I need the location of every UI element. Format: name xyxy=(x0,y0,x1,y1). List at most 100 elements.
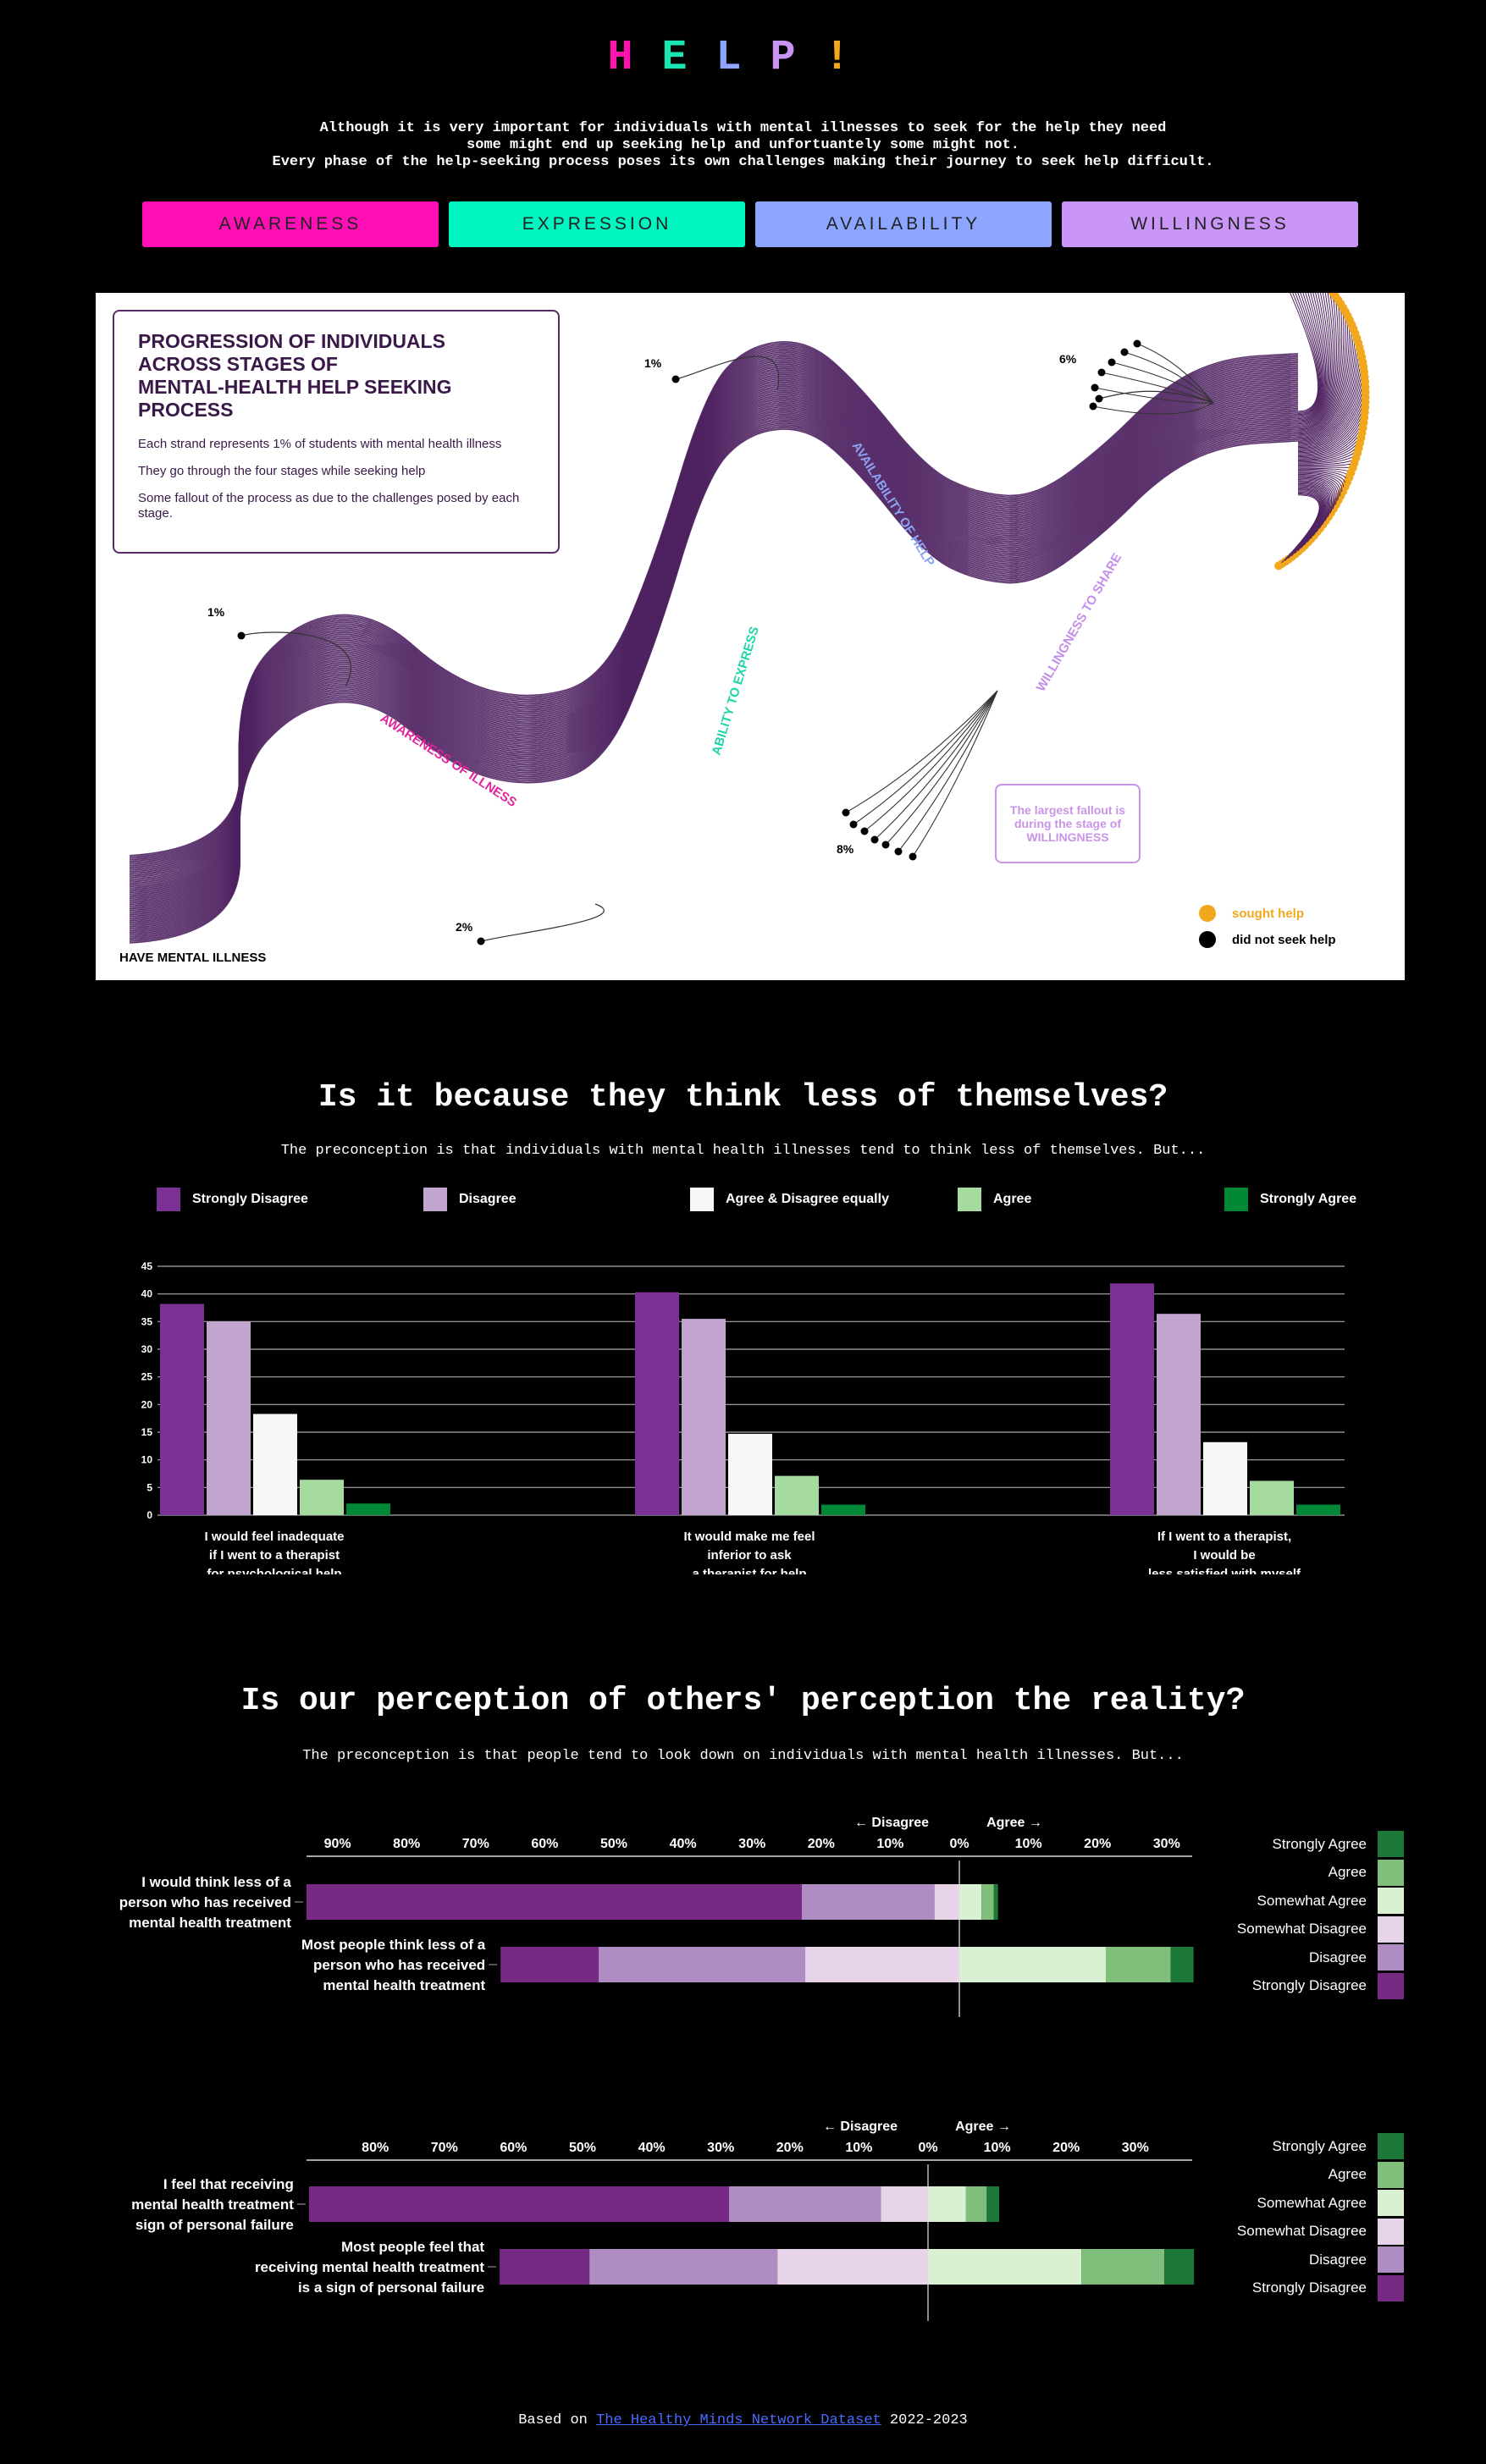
legend-label: Agree xyxy=(993,1192,1032,1206)
bar-segment xyxy=(777,2249,928,2285)
bar xyxy=(775,1475,819,1515)
intro-line: Every phase of the help-seeking process … xyxy=(272,154,1214,170)
legend-label: Disagree xyxy=(1308,2251,1367,2268)
diverging-chart-1: 90% 80% 70% 60% 50% 40% 30% 20% 10% 0% 10% 20% 30% ← … xyxy=(119,1816,1194,2017)
x-tick-label: 30% xyxy=(707,2141,734,2155)
fallout-line xyxy=(1111,361,1214,404)
strand-end xyxy=(1297,311,1346,435)
legend-label: Agree xyxy=(1328,2166,1367,2182)
y-tick-label: 10 xyxy=(141,1454,153,1466)
strand-end xyxy=(1297,293,1337,430)
stage-button-expression[interactable]: EXPRESSION xyxy=(449,201,745,247)
strand-end xyxy=(1297,293,1321,416)
strand-end xyxy=(1297,361,1363,446)
intro-line: Although it is very important for indivi… xyxy=(319,120,1167,136)
legend-item: Agree xyxy=(1235,1859,1404,1886)
bar-segment xyxy=(306,1884,802,1920)
category-label: It would make me feel xyxy=(683,1530,815,1544)
fallout-line xyxy=(240,631,351,687)
strand-end xyxy=(1297,293,1333,427)
flow-note: Some fallout of the process as due to th… xyxy=(138,491,520,521)
legend-item: Strongly Agree xyxy=(1235,1831,1404,1857)
bar xyxy=(1110,1283,1154,1515)
legend-swatch xyxy=(1378,1972,1404,1999)
legend-item: Strongly Agree xyxy=(1224,1188,1356,1211)
fallout-line xyxy=(675,356,780,391)
legend-swatch xyxy=(1378,2246,1404,2273)
fallout-line xyxy=(1098,390,1214,404)
bar-segment xyxy=(986,2186,1000,2222)
bar-segment xyxy=(993,1884,998,1920)
fallout-line xyxy=(912,690,998,857)
title-letter: ! xyxy=(824,34,879,82)
section2-subtitle: The preconception is that individuals wi… xyxy=(280,1143,1206,1159)
category-label: for psychological help xyxy=(207,1567,341,1574)
dataset-link[interactable]: The Healthy Minds Network Dataset xyxy=(596,2412,881,2428)
strand-end xyxy=(1297,367,1364,447)
x-tick-label: 20% xyxy=(1052,2141,1080,2155)
strand-end xyxy=(1297,482,1330,532)
bar-segment xyxy=(1081,2249,1165,2285)
strand-end xyxy=(1297,381,1366,450)
disagree-arrow: ← Disagree xyxy=(823,2119,898,2134)
x-tick-label: 30% xyxy=(1153,1837,1180,1851)
legend-label: Strongly Agree xyxy=(1260,1192,1357,1206)
legend-label: Agree & Disagree equally xyxy=(726,1192,889,1206)
fallout-dot xyxy=(842,808,850,817)
fallout-dot xyxy=(1133,339,1141,348)
diverging-chart-2: 80% 70% 60% 50% 40% 30% 20% 10% 0% 10% 20% 30% ← Dis… xyxy=(131,2119,1195,2321)
bar-segment xyxy=(805,1947,959,1982)
section3-title: Is our perception of others' perception … xyxy=(240,1683,1246,1719)
y-tick-label: 40 xyxy=(141,1288,153,1300)
legend-item: Strongly Disagree xyxy=(1235,1972,1404,1999)
flow-note: They go through the four stages while se… xyxy=(138,464,426,478)
strand-end xyxy=(1291,490,1323,557)
y-tick-label: 25 xyxy=(141,1371,153,1383)
strand-end xyxy=(1297,293,1325,421)
stage-label: ABILITY TO EXPRESS xyxy=(710,625,762,757)
stage-button-availability[interactable]: AVAILABILITY xyxy=(755,201,1052,247)
x-tick-label: 40% xyxy=(638,2141,666,2155)
stage-button-awareness[interactable]: AWARENESS xyxy=(142,201,439,247)
x-tick-label: 50% xyxy=(600,1837,627,1851)
flow-title-line: PROGRESSION OF INDIVIDUALS xyxy=(138,330,445,352)
fallout-dot xyxy=(894,847,903,856)
legend-item: Strongly Disagree xyxy=(1235,2274,1404,2301)
title-letter: L xyxy=(715,34,771,82)
fallout-line xyxy=(885,690,998,846)
bar-segment xyxy=(308,2186,729,2222)
legend-dot-sought xyxy=(1199,905,1216,922)
start-label: HAVE MENTAL ILLNESS xyxy=(119,951,266,965)
grouped-bar-chart: 0 5 10 15 20 25 30 35 40 45 I would feel inadequat… xyxy=(141,1260,1345,1574)
x-tick-label: 20% xyxy=(776,2141,804,2155)
strand-end xyxy=(1297,477,1335,517)
strand-end xyxy=(1297,333,1356,440)
strand-end xyxy=(1288,491,1322,559)
row-label: is a sign of personal failure xyxy=(298,2279,484,2296)
footer-suffix: 2022-2023 xyxy=(881,2412,968,2428)
legend-label: Strongly Agree xyxy=(1272,2137,1367,2154)
legend-dot-not-sought xyxy=(1199,931,1216,948)
strand-end xyxy=(1297,293,1327,422)
legend-label: Disagree xyxy=(1308,1949,1367,1965)
bar xyxy=(300,1480,344,1515)
bar xyxy=(253,1414,297,1515)
row-label: mental health treatment xyxy=(131,2197,294,2213)
flow-diagram: 1% 2% 1% 6% 8% AWARENESS OF ILLNESS ABILITY TO… xyxy=(96,293,1405,980)
flow-note: Each strand represents 1% of students wi… xyxy=(138,437,502,451)
legend-item: Agree & Disagree equally xyxy=(690,1188,889,1211)
bar xyxy=(346,1503,390,1515)
x-tick-label: 60% xyxy=(531,1837,558,1851)
strand-end xyxy=(1292,293,1319,413)
fallout-dot xyxy=(1108,358,1116,367)
strand-end xyxy=(1297,482,1329,536)
bar-segment xyxy=(981,1884,994,1920)
category-label: If I went to a therapist, xyxy=(1157,1530,1291,1544)
fallout-label: 1% xyxy=(644,356,662,370)
strand-end xyxy=(1278,494,1320,566)
x-tick-label: 30% xyxy=(1122,2141,1149,2155)
disagree-arrow: ← Disagree xyxy=(854,1816,929,1830)
row-label: mental health treatment xyxy=(323,1977,485,1993)
fallout-dot xyxy=(671,375,680,383)
stage-button-willingness[interactable]: WILLINGNESS xyxy=(1062,201,1358,247)
